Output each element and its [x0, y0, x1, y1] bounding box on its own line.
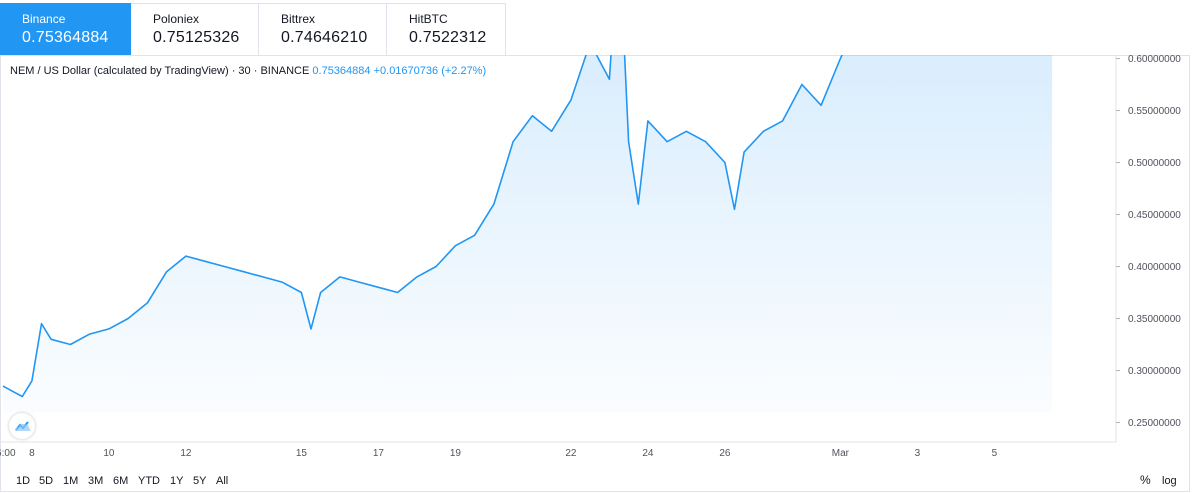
range-1y[interactable]: 1Y [170, 475, 184, 487]
range-1m[interactable]: 1M [63, 475, 79, 487]
chart-legend: NEM / US Dollar (calculated by TradingVi… [10, 65, 486, 77]
tab-exchange-price: 0.7522312 [409, 29, 487, 46]
tab-exchange-name: Poloniex [153, 12, 200, 26]
series-area [3, 55, 1053, 412]
x-tick-label: 19 [450, 448, 462, 459]
tradingview-logo[interactable] [9, 413, 35, 439]
y-tick-label: 0.50000000 [1128, 158, 1181, 169]
range-all[interactable]: All [216, 475, 229, 487]
y-tick-label: 0.60000000 [1128, 55, 1181, 65]
percent-toggle[interactable]: % [1140, 473, 1151, 487]
range-5y[interactable]: 5Y [193, 475, 207, 487]
x-tick-label: 26 [719, 448, 731, 459]
x-tick-label: 24 [642, 448, 654, 459]
price-chart[interactable]: 0.950000000.900000000.850000000.80000000… [0, 55, 1190, 470]
x-tick-label: 10 [103, 448, 115, 459]
legend-symbol: NEM / US Dollar (calculated by TradingVi… [10, 65, 310, 77]
y-tick-label: 0.35000000 [1128, 314, 1181, 325]
y-tick-label: 0.25000000 [1128, 418, 1181, 429]
tab-bittrex[interactable]: Bittrex 0.74646210 [259, 3, 387, 55]
tab-poloniex[interactable]: Poloniex 0.75125326 [131, 3, 259, 55]
tab-exchange-price: 0.75364884 [22, 29, 109, 46]
tab-exchange-name: Bittrex [281, 12, 316, 26]
range-ytd[interactable]: YTD [138, 475, 160, 487]
cloud-icon [15, 421, 31, 431]
range-6m[interactable]: 6M [113, 475, 129, 487]
x-tick-label: 17 [373, 448, 385, 459]
range-5d[interactable]: 5D [39, 475, 54, 487]
tab-exchange-name: Binance [22, 12, 66, 26]
y-tick-label: 0.30000000 [1128, 366, 1181, 377]
x-tick-label: 8 [29, 448, 35, 459]
range-1d[interactable]: 1D [16, 475, 31, 487]
exchange-tabs: Binance 0.75364884 Poloniex 0.75125326 B… [0, 0, 1195, 55]
x-tick-label: 5 [992, 448, 998, 459]
y-tick-label: 0.55000000 [1128, 106, 1181, 117]
x-tick-label: Mar [832, 448, 850, 459]
legend-change: +0.01670736 (+2.27%) [373, 65, 487, 77]
range-3m[interactable]: 3M [88, 475, 104, 487]
x-tick-label: 3 [915, 448, 921, 459]
tab-exchange-price: 0.75125326 [153, 29, 240, 46]
tab-binance[interactable]: Binance 0.75364884 [0, 3, 131, 55]
x-tick-label: 06:00 [0, 448, 16, 459]
y-tick-label: 0.45000000 [1128, 210, 1181, 221]
tab-hitbtc[interactable]: HitBTC 0.7522312 [387, 3, 506, 55]
tab-exchange-price: 0.74646210 [281, 29, 368, 46]
x-tick-label: 22 [565, 448, 577, 459]
x-tick-label: 12 [180, 448, 192, 459]
tab-exchange-name: HitBTC [409, 12, 448, 26]
log-toggle[interactable]: log [1162, 475, 1177, 487]
x-tick-label: 15 [296, 448, 308, 459]
legend-last-price: 0.75364884 [312, 65, 371, 77]
range-bar: 1D 5D 1M 3M 6M YTD 1Y 5Y All % log [0, 470, 1190, 492]
y-tick-label: 0.40000000 [1128, 262, 1181, 273]
